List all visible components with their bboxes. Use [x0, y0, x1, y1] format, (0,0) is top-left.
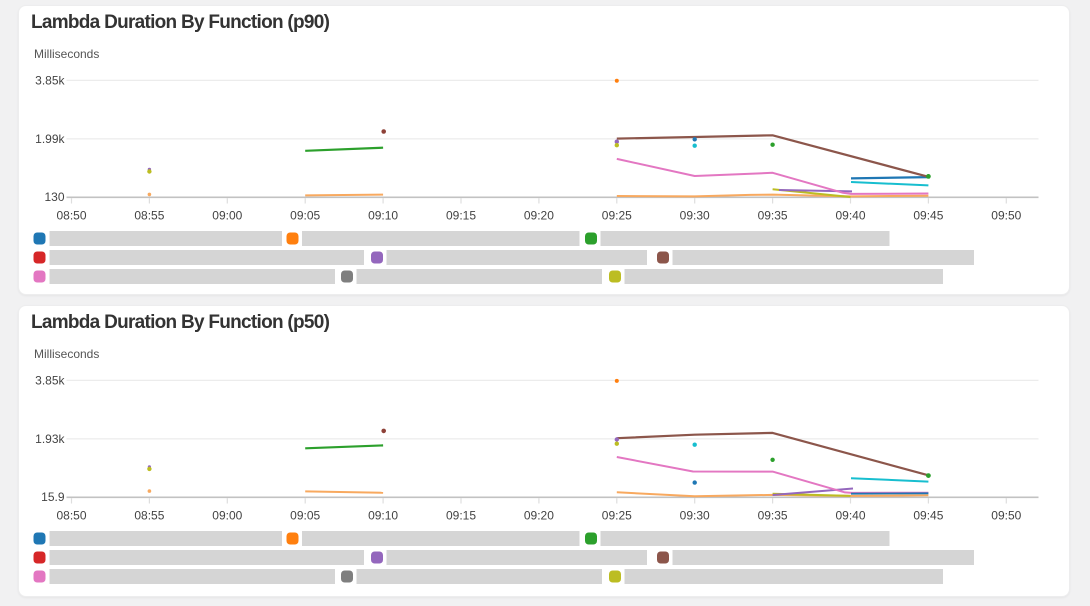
svg-text:08:55: 08:55	[134, 209, 164, 223]
svg-text:09:05: 09:05	[290, 509, 320, 523]
svg-text:1.93k: 1.93k	[35, 432, 65, 446]
svg-text:09:25: 09:25	[602, 509, 632, 523]
svg-text:3.85k: 3.85k	[35, 74, 65, 88]
svg-text:08:55: 08:55	[134, 509, 164, 523]
svg-text:09:10: 09:10	[368, 509, 398, 523]
svg-text:09:10: 09:10	[368, 209, 398, 223]
svg-text:09:50: 09:50	[991, 209, 1021, 223]
svg-text:09:00: 09:00	[212, 209, 242, 223]
svg-text:09:35: 09:35	[758, 509, 788, 523]
svg-text:09:30: 09:30	[680, 209, 710, 223]
svg-text:09:50: 09:50	[991, 509, 1021, 523]
svg-text:09:05: 09:05	[290, 209, 320, 223]
svg-text:09:20: 09:20	[524, 509, 554, 523]
svg-text:09:00: 09:00	[212, 509, 242, 523]
svg-text:08:50: 08:50	[56, 509, 86, 523]
svg-text:08:50: 08:50	[56, 209, 86, 223]
svg-text:09:35: 09:35	[758, 209, 788, 223]
svg-text:09:30: 09:30	[680, 509, 710, 523]
svg-text:09:40: 09:40	[835, 509, 865, 523]
svg-text:09:25: 09:25	[602, 209, 632, 223]
svg-text:15.9: 15.9	[41, 490, 65, 504]
svg-text:09:15: 09:15	[446, 509, 476, 523]
svg-text:09:45: 09:45	[913, 509, 943, 523]
svg-text:1.99k: 1.99k	[35, 132, 65, 146]
svg-text:09:15: 09:15	[446, 209, 476, 223]
svg-text:3.85k: 3.85k	[35, 374, 65, 388]
svg-text:130: 130	[44, 190, 64, 204]
svg-text:09:20: 09:20	[524, 209, 554, 223]
svg-text:09:45: 09:45	[913, 209, 943, 223]
svg-text:09:40: 09:40	[835, 209, 865, 223]
